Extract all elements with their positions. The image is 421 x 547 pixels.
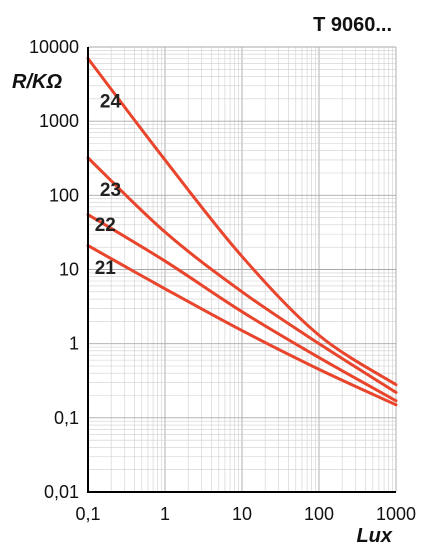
series-line-22 [86,213,398,403]
curve-label-22: 22 [95,215,116,236]
curve-label-24: 24 [100,92,122,113]
series-line-23 [86,156,398,394]
x-tick-label: 1000 [376,504,416,524]
y-tick-label: 100 [49,185,79,205]
curve-label-21: 21 [95,258,117,279]
y-axis-label: R/KΩ [12,71,62,93]
curve-labels: 24 23 22 21 [95,92,122,280]
y-tick-label: 1 [69,334,79,354]
x-axis-label: Lux [356,525,392,547]
curve-group [86,56,398,407]
chart-title: T 9060... [313,14,392,36]
series-line-24 [86,56,398,387]
y-tick-label: 0,1 [54,408,79,428]
x-tick-label: 0,1 [75,504,100,524]
x-tick-label: 10 [232,504,252,524]
x-tick-label: 100 [304,504,334,524]
series-line-21 [86,244,398,407]
y-tick-label: 0,01 [44,482,79,502]
plot-grid [87,46,397,493]
y-tick-label: 10000 [29,37,79,57]
y-tick-label: 10 [59,260,79,280]
y-tick-label: 1000 [39,111,79,131]
curve-label-23: 23 [100,180,121,201]
axes [87,47,396,493]
x-tick-label: 1 [160,504,170,524]
